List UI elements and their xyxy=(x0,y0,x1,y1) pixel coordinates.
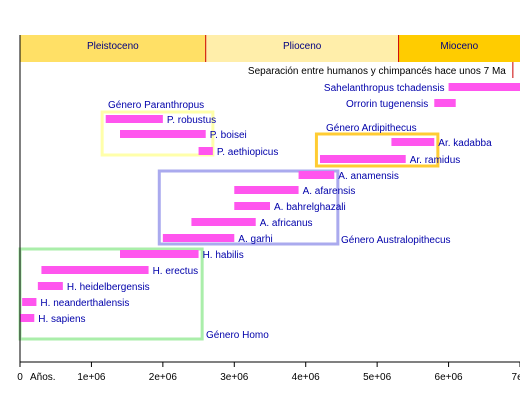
species-labels: Sahelanthropus tchadensis Orrorin tugenen… xyxy=(38,83,492,325)
box-genero-ardipithecus xyxy=(314,132,440,168)
box-label-genero-paranthropus: Género Paranthropus xyxy=(108,100,204,111)
label-a-garhi: A. garhi xyxy=(238,234,272,245)
epoch-band: Pleistoceno Plioceno Mioceno Separación ent… xyxy=(20,35,520,78)
epoch-pleistoceno-band xyxy=(20,35,206,62)
bar-a-garhi xyxy=(162,234,235,242)
label-p-boisei: P. boisei xyxy=(210,130,247,141)
label-sahelanthropus-tchadensis: Sahelanthropus tchadensis xyxy=(324,83,445,94)
label-h-heidelbergensis: H. heidelbergensis xyxy=(67,282,150,293)
label-ar-ramidus: Ar. ramidus xyxy=(410,155,461,166)
bar-h-heidelbergensis xyxy=(37,282,63,290)
label-a-africanus: A. africanus xyxy=(260,218,313,229)
epoch-plioceno-band xyxy=(205,35,399,62)
bar-a-bahrelghazali xyxy=(234,202,270,210)
label-orrorin-tugenensis: Orrorin tugenensis xyxy=(346,99,428,110)
x-tick-label-7000000: 7e+ xyxy=(512,372,520,383)
label-h-habilis: H. habilis xyxy=(203,250,244,261)
label-ar-kadabba: Ar. kadabba xyxy=(438,138,492,149)
epoch-pleistoceno-label: Pleistoceno xyxy=(87,41,139,52)
bar-a-africanus xyxy=(191,218,256,226)
bar-a-anamensis xyxy=(298,171,335,179)
label-h-erectus: H. erectus xyxy=(153,266,199,277)
box-genero-homo xyxy=(18,247,204,341)
x-tick-label-1000000: 1e+06 xyxy=(77,372,106,383)
bar-h-erectus xyxy=(41,266,149,274)
x-tick-label-5000000: 5e+06 xyxy=(363,372,392,383)
bar-sahelanthropus-tchadensis xyxy=(448,83,520,91)
bar-ar-ramidus xyxy=(320,155,406,163)
label-h-sapiens: H. sapiens xyxy=(38,314,85,325)
box-genero-australopithecus xyxy=(157,169,340,246)
x-tick-label-4000000: 4e+06 xyxy=(292,372,321,383)
bar-p-robustus xyxy=(105,115,163,123)
species-bars xyxy=(20,83,520,322)
bar-orrorin-tugenensis xyxy=(434,99,456,107)
split-marker-label: Separación entre humanos y chimpancés ha… xyxy=(248,66,506,77)
bar-a-afarensis xyxy=(234,186,299,194)
genus-boxes: Género Paranthropus Género Ardipithecus Gé… xyxy=(18,100,451,341)
x-axis-label: Años. xyxy=(30,372,56,383)
x-tick-label-6000000: 6e+06 xyxy=(435,372,464,383)
bar-h-sapiens xyxy=(20,314,35,322)
epoch-mioceno-label: Mioceno xyxy=(440,41,478,52)
bar-h-habilis xyxy=(120,250,199,258)
bar-ar-kadabba xyxy=(391,138,435,146)
label-a-afarensis: A. afarensis xyxy=(303,186,356,197)
box-genero-paranthropus xyxy=(100,110,215,157)
box-label-genero-australopithecus: Género Australopithecus xyxy=(341,235,451,246)
label-h-neanderthalensis: H. neanderthalensis xyxy=(40,298,129,309)
label-p-aethiopicus: P. aethiopicus xyxy=(217,147,279,158)
box-label-genero-ardipithecus: Género Ardipithecus xyxy=(326,123,417,134)
x-tick-label-3000000: 3e+06 xyxy=(220,372,249,383)
x-tick-label-2000000: 2e+06 xyxy=(149,372,178,383)
label-a-anamensis: A. anamensis xyxy=(338,171,399,182)
label-a-bahrelghazali: A. bahrelghazali xyxy=(274,202,346,213)
bar-p-boisei xyxy=(120,130,206,138)
epoch-plioceno-label: Plioceno xyxy=(283,41,322,52)
label-p-robustus: P. robustus xyxy=(167,115,216,126)
bar-p-aethiopicus xyxy=(198,147,213,155)
epoch-mioceno-band xyxy=(398,35,520,62)
x-tick-label-0: 0 xyxy=(17,372,23,383)
bar-h-neanderthalensis xyxy=(22,298,37,306)
x-axis: 0 1e+06 2e+06 3e+06 4e+06 5e+06 6e+06 7e+ Años. xyxy=(17,35,520,383)
box-label-genero-homo: Género Homo xyxy=(206,330,269,341)
